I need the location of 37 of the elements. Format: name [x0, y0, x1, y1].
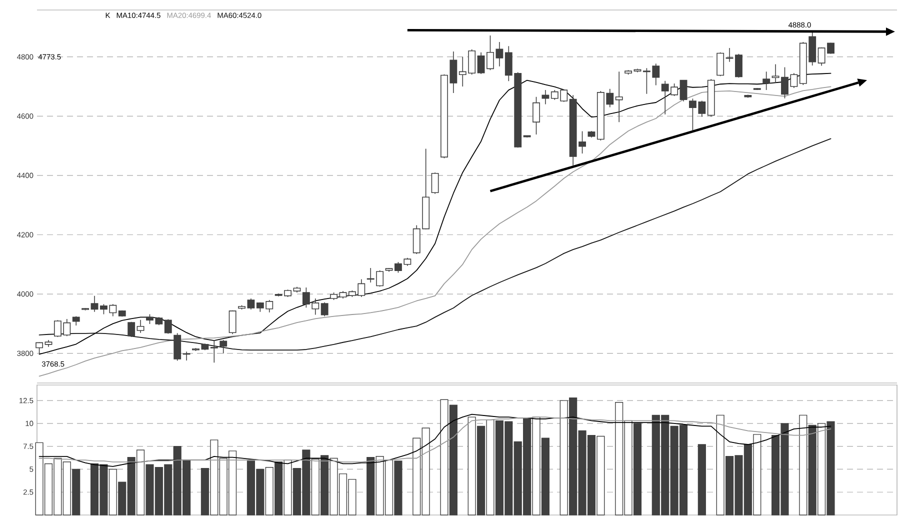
- candlestick: [128, 322, 136, 338]
- candlestick: [588, 130, 596, 138]
- candlestick: [431, 172, 439, 194]
- candlestick: [72, 316, 80, 326]
- candlestick: [762, 71, 770, 90]
- candlestick: [624, 70, 632, 76]
- candlestick: [716, 52, 724, 77]
- candlestick: [330, 292, 338, 300]
- candlestick: [615, 71, 623, 122]
- candlestick: [44, 340, 52, 348]
- candlestick: [174, 332, 182, 362]
- candlestick: [744, 94, 752, 98]
- candlestick: [339, 290, 347, 299]
- candlestick: [136, 319, 144, 334]
- candlestick: [707, 78, 715, 118]
- candlestick: [118, 310, 126, 317]
- candlestick: [523, 135, 531, 138]
- candlestick: [726, 48, 734, 62]
- candlestick: [385, 268, 393, 272]
- candlestick: [634, 68, 642, 73]
- candlestick: [247, 298, 255, 310]
- candlestick: [82, 308, 90, 311]
- candlestick: [164, 318, 172, 334]
- candlestick: [542, 90, 550, 105]
- candlestick: [220, 340, 228, 354]
- candlestick: [90, 295, 98, 312]
- candlestick: [735, 53, 742, 78]
- candlestick: [228, 310, 236, 334]
- candlestick: [320, 302, 328, 317]
- bar: [698, 444, 706, 516]
- candlestick: [680, 80, 688, 102]
- candlestick: [753, 88, 761, 90]
- candlestick: [238, 304, 246, 310]
- candlestick: [182, 351, 190, 361]
- candlestick: [36, 342, 44, 354]
- candlestick: [532, 96, 540, 135]
- candlestick: [293, 286, 301, 293]
